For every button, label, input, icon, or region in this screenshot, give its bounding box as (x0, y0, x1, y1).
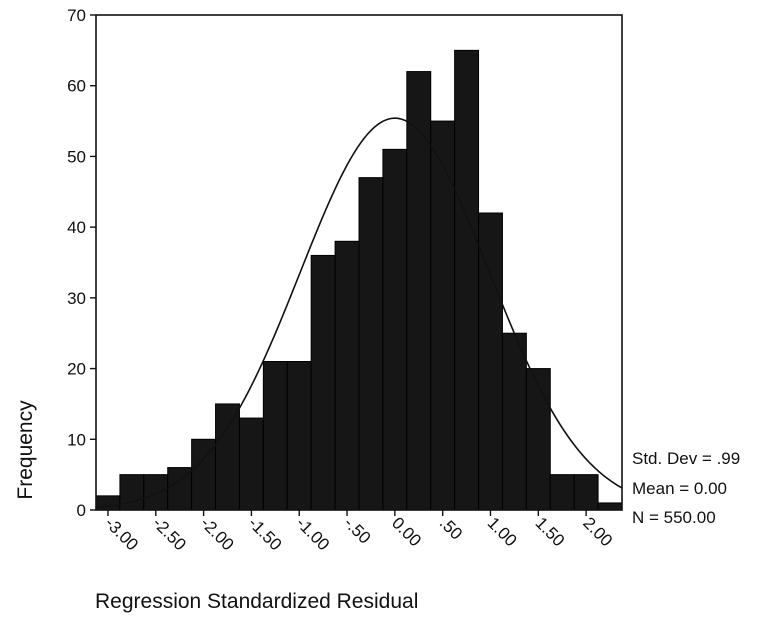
x-tick-label: 0.00 (388, 513, 425, 550)
x-axis: -3.00 -2.50 -2.00 -1.50 -1.00 -.50 0.00 .50 1.00… (101, 510, 616, 554)
x-tick-label: -3.00 (101, 513, 142, 554)
plot-frame (95, 14, 623, 511)
stat-std-dev: Std. Dev = .99 (632, 449, 740, 468)
histogram-bar (358, 177, 384, 511)
histogram-bar (549, 474, 575, 511)
x-tick-label: -.50 (340, 513, 374, 547)
histogram-bar (430, 120, 456, 511)
y-tick-label: 70 (67, 6, 86, 25)
histogram-bar (382, 148, 408, 511)
histogram-bar (119, 474, 145, 511)
x-tick-label: -2.00 (197, 513, 238, 554)
histogram-bar (95, 495, 121, 511)
y-axis: 0 10 20 30 40 50 60 70 (67, 6, 96, 520)
y-tick-label: 30 (67, 289, 86, 308)
histogram-bar (334, 240, 360, 511)
y-tick-label: 40 (67, 218, 86, 237)
x-tick-label: -1.50 (245, 513, 286, 554)
stat-mean: Mean = 0.00 (632, 479, 727, 498)
stat-n: N = 550.00 (632, 508, 716, 527)
histogram-bar (478, 212, 503, 511)
histogram-bar (238, 417, 264, 511)
y-tick-label: 50 (67, 147, 86, 166)
x-tick-label: -1.00 (292, 513, 333, 554)
y-tick-label: 10 (67, 430, 86, 449)
histogram-bar (525, 368, 551, 511)
y-tick-label: 60 (67, 77, 86, 96)
histogram-bar (215, 403, 240, 511)
y-tick-label: 0 (77, 501, 86, 520)
histogram-bar (597, 502, 623, 511)
x-tick-label: .50 (436, 513, 466, 543)
normal-curve (95, 117, 623, 509)
histogram-bar (573, 474, 599, 511)
histogram-bar (406, 71, 432, 511)
histogram-bar (262, 361, 288, 511)
x-tick-label: 2.00 (579, 513, 616, 550)
y-tick-label: 20 (67, 360, 86, 379)
y-axis-title: Frequency (14, 400, 37, 500)
x-tick-label: 1.00 (484, 513, 521, 550)
x-axis-title: Regression Standardized Residual (95, 590, 418, 613)
histogram-bar (454, 49, 480, 511)
x-tick-label: -2.50 (149, 513, 190, 554)
histogram-bar (310, 254, 336, 511)
histogram-bar (286, 361, 312, 511)
bars-layer (95, 49, 623, 511)
histogram-bar (501, 332, 527, 511)
histogram-bar (143, 474, 169, 511)
x-tick-label: 1.50 (531, 513, 568, 550)
